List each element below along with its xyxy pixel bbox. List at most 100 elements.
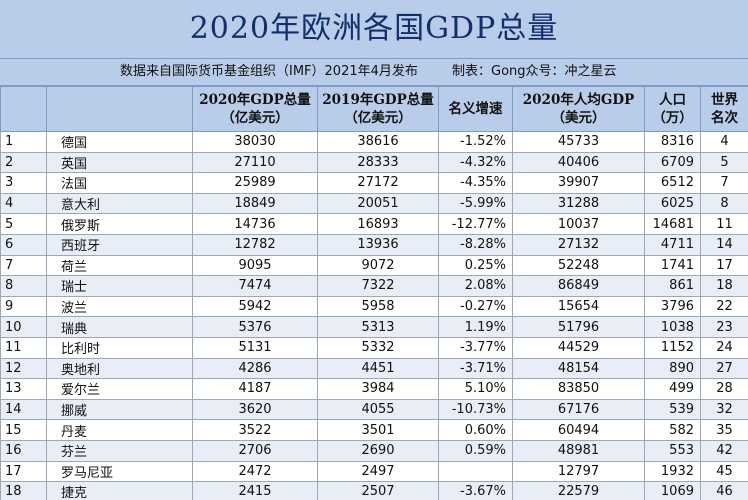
gdp-table: 2020年GDP总量 （亿美元） 2019年GDP总量 （亿美元） 名义增速 202… <box>0 86 748 500</box>
header-unit: （亿美元） <box>221 110 289 126</box>
world-rank-cell: 23 <box>700 316 748 338</box>
population-cell: 8316 <box>644 131 701 153</box>
population-cell: 499 <box>644 378 701 400</box>
table-row: 17 罗马尼亚 2472 2497 12797 1932 45 <box>0 460 748 483</box>
country-cell: 瑞士 <box>46 275 193 297</box>
gdp-2019-cell: 27172 <box>317 172 439 194</box>
country-cell: 俄罗斯 <box>46 213 193 235</box>
table-row: 1 德国 38030 38616 -1.52% 45733 8316 4 <box>0 131 748 153</box>
row-index-cell: 4 <box>0 192 47 215</box>
gdp-2019-cell: 3984 <box>317 378 439 400</box>
population-cell: 1932 <box>644 460 701 483</box>
gdp-2019-cell: 3501 <box>317 419 439 441</box>
row-index-cell: 7 <box>0 254 47 277</box>
gdp-2019-cell: 16893 <box>317 213 439 235</box>
gdp-2019-cell: 2497 <box>317 460 439 483</box>
header-cell-world-rank: 世界 名次 <box>700 86 748 132</box>
table-row: 18 捷克 2415 2507 -3.67% 22579 1069 46 <box>0 481 748 500</box>
row-index-cell: 11 <box>0 336 47 359</box>
header-unit: （美元） <box>551 110 606 126</box>
row-index-cell: 17 <box>0 460 47 483</box>
population-cell: 14681 <box>644 213 701 235</box>
growth-cell: 1.19% <box>438 316 513 338</box>
population-cell: 539 <box>644 398 701 421</box>
source-note: 数据来自国际货币基金组织（IMF）2021年4月发布 <box>120 64 418 79</box>
growth-cell: -0.27% <box>438 295 513 318</box>
gdp-2019-cell: 5313 <box>317 316 439 338</box>
gdp-2020-cell: 25989 <box>192 172 318 194</box>
growth-cell: -3.71% <box>438 357 513 380</box>
table-row: 13 爱尔兰 4187 3984 5.10% 83850 499 28 <box>0 378 748 400</box>
country-cell: 丹麦 <box>46 419 193 441</box>
growth-cell: -4.32% <box>438 151 513 174</box>
gdp-2020-cell: 4187 <box>192 378 318 400</box>
row-index-cell: 6 <box>0 233 47 256</box>
population-cell: 1069 <box>644 481 701 500</box>
table-row: 5 俄罗斯 14736 16893 -12.77% 10037 14681 11 <box>0 213 748 235</box>
population-cell: 582 <box>644 419 701 441</box>
gdp-2020-cell: 38030 <box>192 131 318 153</box>
growth-cell: -1.52% <box>438 131 513 153</box>
header-cell-population: 人口 （万） <box>644 86 701 132</box>
source-bar: 数据来自国际货币基金组织（IMF）2021年4月发布 制表：Gong众号：冲之星… <box>0 59 748 86</box>
table-row: 15 丹麦 3522 3501 0.60% 60494 582 35 <box>0 419 748 441</box>
growth-cell: 0.59% <box>438 439 513 462</box>
country-cell: 爱尔兰 <box>46 378 193 400</box>
country-cell: 西班牙 <box>46 233 193 256</box>
per-capita-cell: 44529 <box>512 336 645 359</box>
population-cell: 3796 <box>644 295 701 318</box>
per-capita-cell: 48154 <box>512 357 645 380</box>
row-index-cell: 2 <box>0 151 47 174</box>
per-capita-cell: 60494 <box>512 419 645 441</box>
header-label: 名义增速 <box>448 101 503 117</box>
row-index-cell: 13 <box>0 378 47 400</box>
gdp-2019-cell: 13936 <box>317 233 439 256</box>
world-rank-cell: 24 <box>700 336 748 359</box>
world-rank-cell: 5 <box>700 151 748 174</box>
growth-cell: 2.08% <box>438 275 513 297</box>
gdp-2020-cell: 5942 <box>192 295 318 318</box>
per-capita-cell: 31288 <box>512 192 645 215</box>
gdp-2020-cell: 27110 <box>192 151 318 174</box>
row-index-cell: 16 <box>0 439 47 462</box>
country-cell: 芬兰 <box>46 439 193 462</box>
growth-cell: 0.60% <box>438 419 513 441</box>
growth-cell: -3.67% <box>438 481 513 500</box>
growth-cell: -10.73% <box>438 398 513 421</box>
per-capita-cell: 39907 <box>512 172 645 194</box>
row-index-cell: 5 <box>0 213 47 235</box>
row-index-cell: 1 <box>0 131 47 153</box>
country-cell: 英国 <box>46 151 193 174</box>
header-cell-gdp-2019: 2019年GDP总量 （亿美元） <box>317 86 439 132</box>
header-cell-country <box>46 86 193 132</box>
world-rank-cell: 35 <box>700 419 748 441</box>
growth-cell <box>438 460 513 483</box>
world-rank-cell: 32 <box>700 398 748 421</box>
gdp-2019-cell: 2690 <box>317 439 439 462</box>
per-capita-cell: 86849 <box>512 275 645 297</box>
world-rank-cell: 18 <box>700 275 748 297</box>
world-rank-cell: 14 <box>700 233 748 256</box>
header-label: 2020年人均GDP <box>522 92 635 108</box>
table-row: 11 比利时 5131 5332 -3.77% 44529 1152 24 <box>0 336 748 359</box>
country-cell: 意大利 <box>46 192 193 215</box>
gdp-2019-cell: 20051 <box>317 192 439 215</box>
table-row: 7 荷兰 9095 9072 0.25% 52248 1741 17 <box>0 254 748 277</box>
growth-cell: -5.99% <box>438 192 513 215</box>
table-row: 8 瑞士 7474 7322 2.08% 86849 861 18 <box>0 275 748 297</box>
country-cell: 瑞典 <box>46 316 193 338</box>
gdp-2019-cell: 5958 <box>317 295 439 318</box>
country-cell: 法国 <box>46 172 193 194</box>
per-capita-cell: 10037 <box>512 213 645 235</box>
row-index-cell: 18 <box>0 481 47 500</box>
per-capita-cell: 27132 <box>512 233 645 256</box>
header-row: 2020年GDP总量 （亿美元） 2019年GDP总量 （亿美元） 名义增速 202… <box>0 86 748 132</box>
population-cell: 1038 <box>644 316 701 338</box>
gdp-2020-cell: 2415 <box>192 481 318 500</box>
per-capita-cell: 22579 <box>512 481 645 500</box>
world-rank-cell: 46 <box>700 481 748 500</box>
row-index-cell: 8 <box>0 275 47 297</box>
population-cell: 553 <box>644 439 701 462</box>
table-row: 9 波兰 5942 5958 -0.27% 15654 3796 22 <box>0 295 748 318</box>
